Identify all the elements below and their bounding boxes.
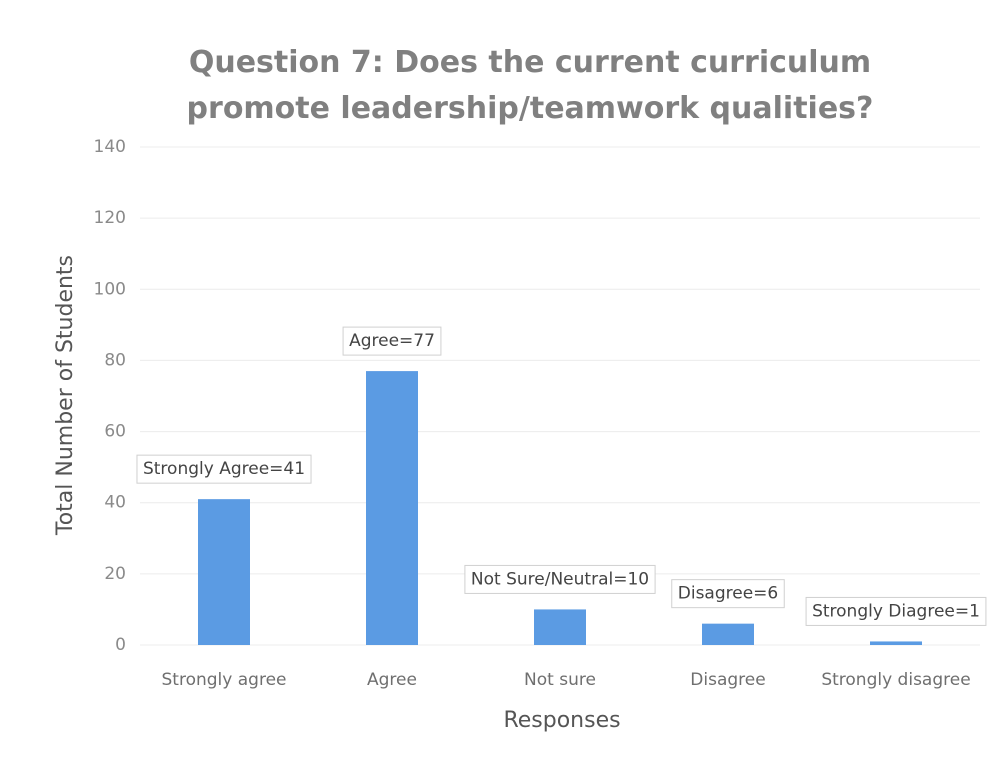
y-tick-label: 0 xyxy=(115,635,126,655)
y-tick-label: 80 xyxy=(104,350,126,370)
data-label: Not Sure/Neutral=10 xyxy=(471,569,649,589)
x-tick-label: Not sure xyxy=(524,670,596,690)
chart-title: Question 7: Does the current curriculum … xyxy=(186,45,874,126)
x-tick-label: Strongly disagree xyxy=(821,670,970,690)
y-tick-label: 140 xyxy=(94,137,126,157)
bar xyxy=(534,609,586,645)
y-tick-label: 40 xyxy=(104,493,126,513)
data-label-box xyxy=(671,579,785,609)
data-label: Strongly Agree=41 xyxy=(143,459,305,479)
y-tick-label: 20 xyxy=(104,564,126,584)
bar xyxy=(198,499,250,645)
bar xyxy=(870,641,922,645)
x-tick-label: Agree xyxy=(367,670,417,690)
x-axis-title: Responses xyxy=(503,708,620,733)
data-label: Agree=77 xyxy=(349,331,435,351)
data-label-box xyxy=(136,454,312,484)
data-label-box xyxy=(805,596,987,626)
y-tick-label: 60 xyxy=(104,422,126,442)
x-tick-label: Strongly agree xyxy=(162,670,287,690)
bar xyxy=(366,371,418,645)
data-label: Strongly Diagree=1 xyxy=(812,601,980,621)
bar xyxy=(702,623,754,645)
y-tick-label: 120 xyxy=(94,208,126,228)
y-axis-title: Total Number of Students xyxy=(53,255,78,536)
x-tick-label: Disagree xyxy=(690,670,765,690)
data-label-box xyxy=(464,564,656,594)
data-label-box xyxy=(342,326,442,356)
y-tick-label: 100 xyxy=(94,279,126,299)
data-label: Disagree=6 xyxy=(678,584,778,604)
